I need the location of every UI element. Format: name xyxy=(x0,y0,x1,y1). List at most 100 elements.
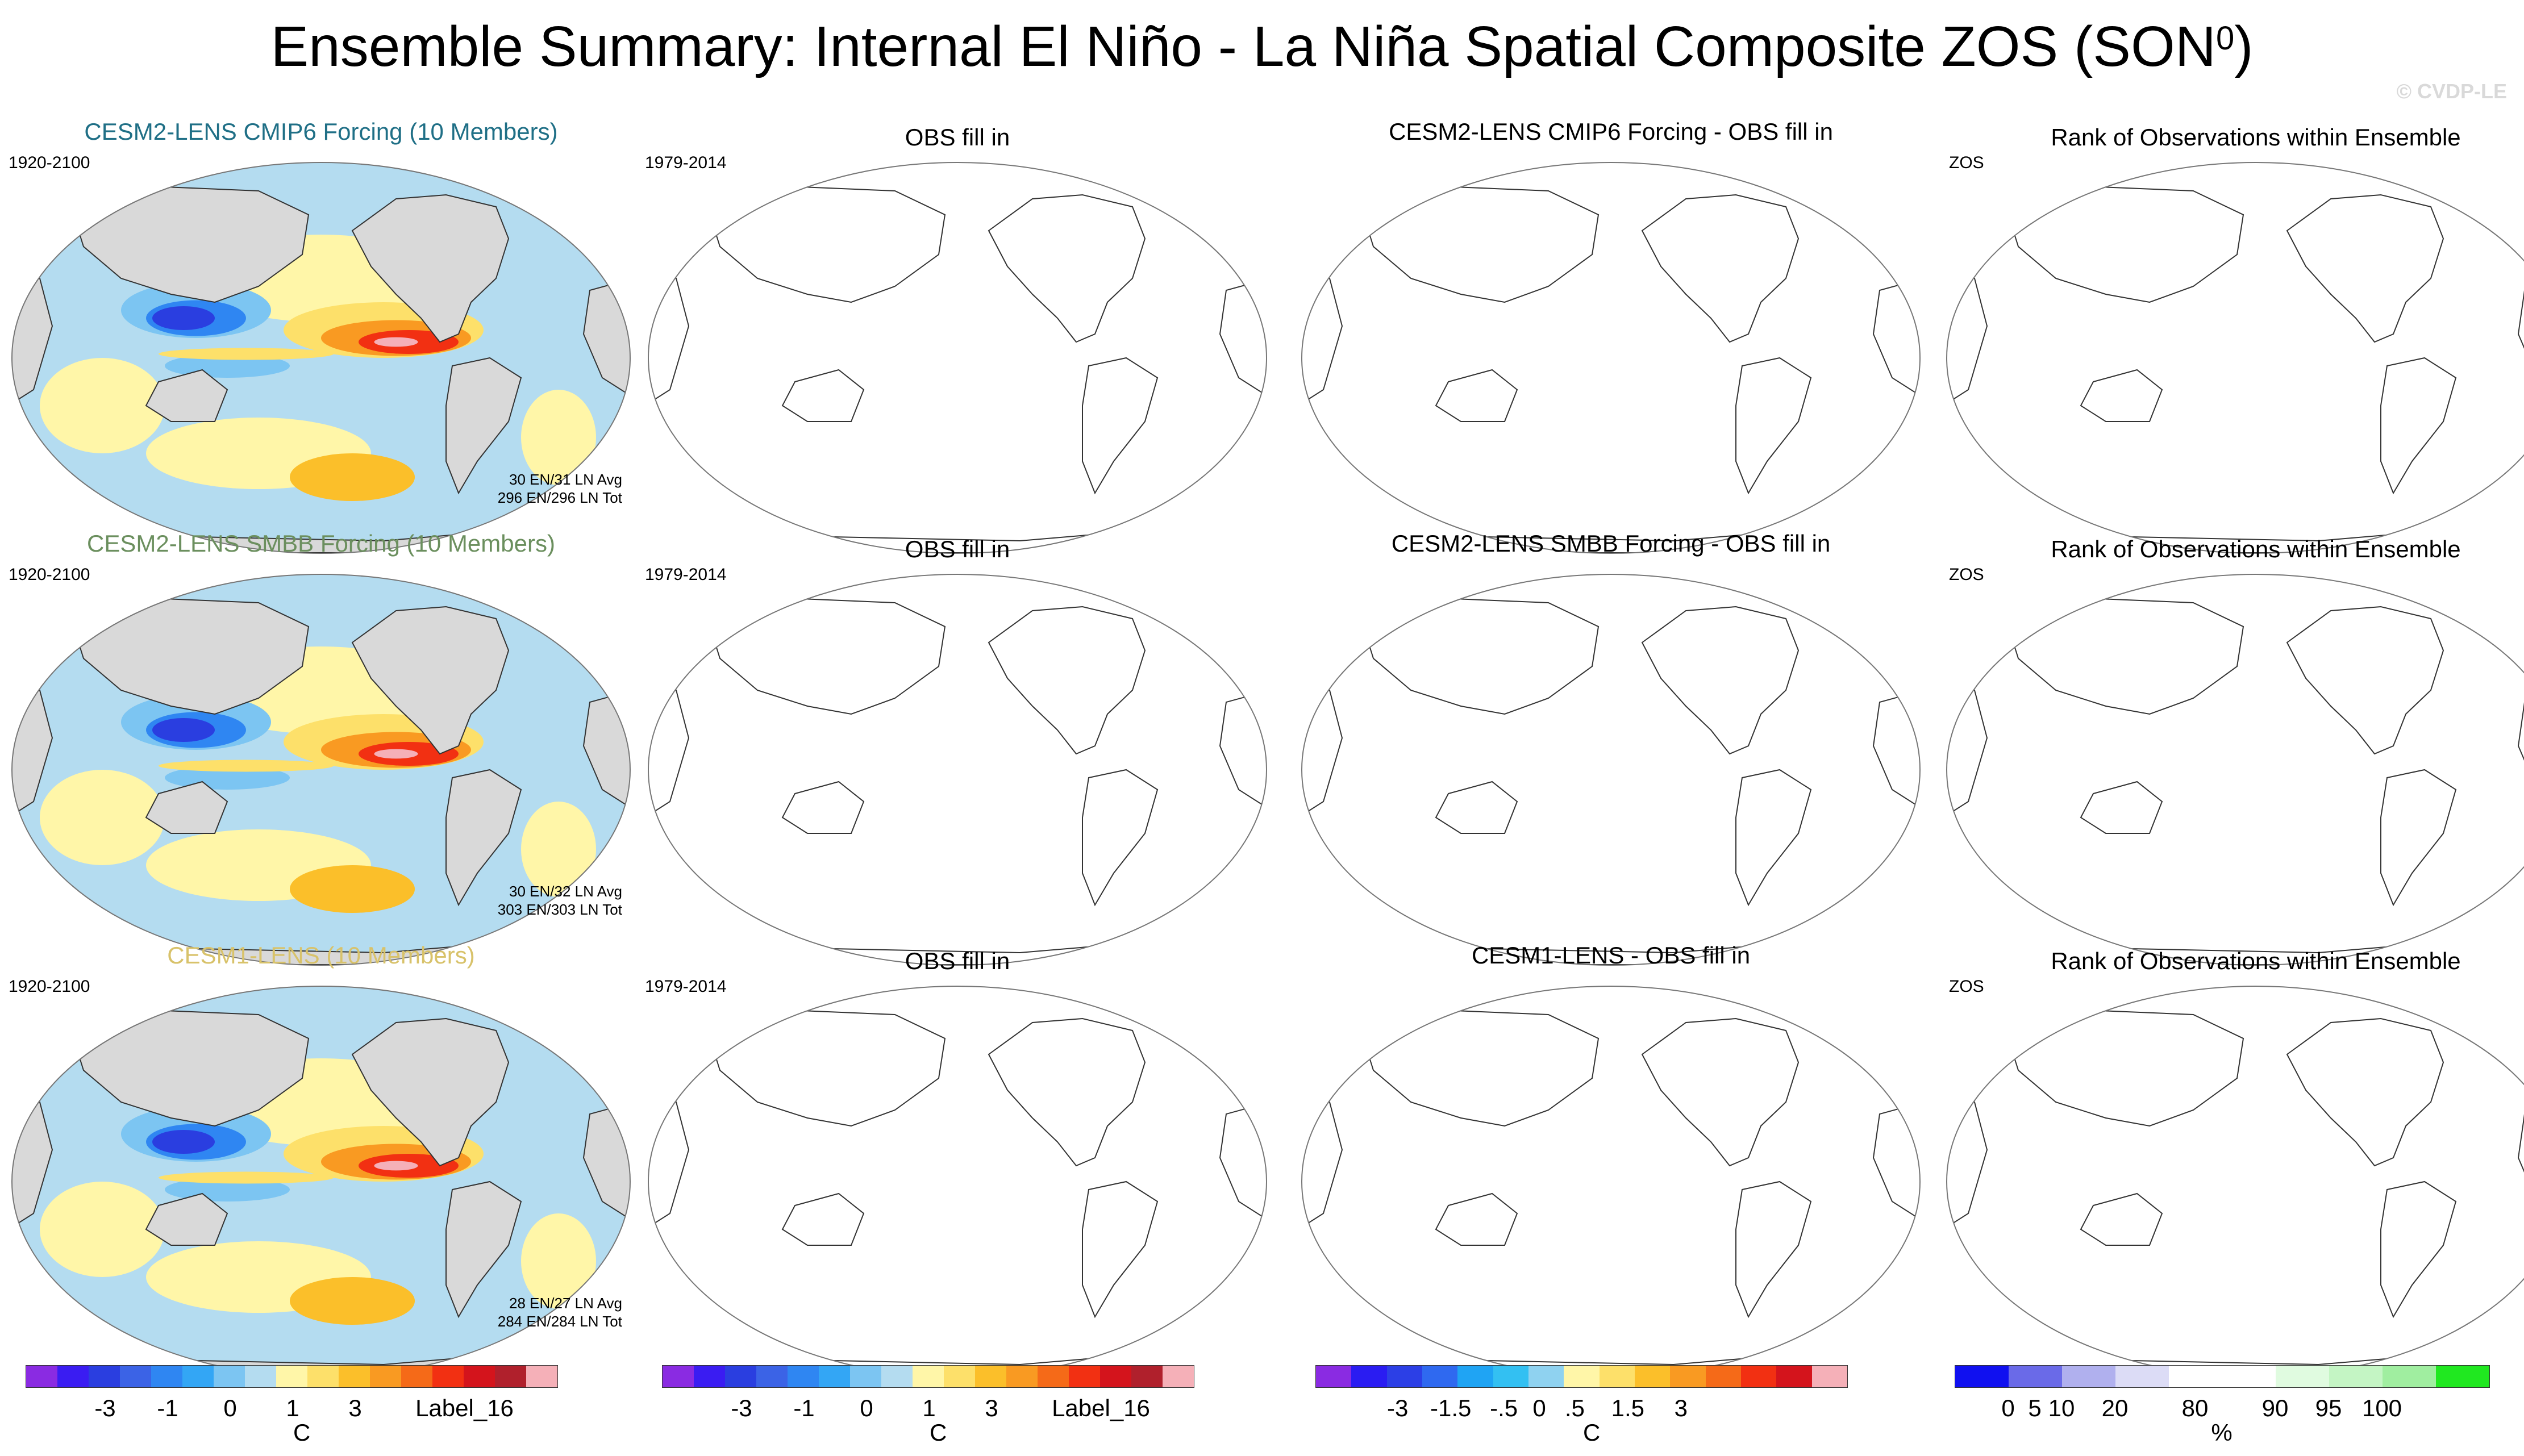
coastline-north-america xyxy=(1641,194,1800,343)
coastline-north-america xyxy=(1641,1017,1800,1167)
coastline-south-america xyxy=(2380,1180,2457,1319)
coastline-africa-west xyxy=(2517,1101,2524,1223)
diff-panel-title: CESM2-LENS CMIP6 Forcing - OBS fill in xyxy=(1389,118,1833,145)
colorbar-tick-label: 90 xyxy=(2261,1395,2289,1421)
colorbar-swatch xyxy=(2009,1366,2062,1387)
colorbar-swatch xyxy=(1163,1366,1194,1387)
map-border xyxy=(11,162,631,554)
colorbar-tick-label: 100 xyxy=(2361,1395,2402,1421)
colorbar-tick-label: 3 xyxy=(1674,1395,1688,1421)
coastline-greenland xyxy=(514,170,560,208)
colorbar-swatch xyxy=(432,1366,464,1387)
diff-panel-title: CESM1-LENS - OBS fill in xyxy=(1471,942,1751,969)
coastline-asia xyxy=(70,1009,310,1127)
colorbar-swatch xyxy=(1740,1366,1777,1387)
anomaly-region xyxy=(40,770,165,865)
colorbar-swatch xyxy=(1006,1366,1038,1387)
colorbar-unit: % xyxy=(2211,1419,2233,1446)
colorbar-tick-label: 95 xyxy=(2315,1395,2342,1421)
colorbar xyxy=(1955,1365,2490,1388)
colorbar xyxy=(662,1365,1194,1388)
coastline-south-america xyxy=(2380,769,2457,907)
empty-map xyxy=(1946,162,2524,554)
coastline-australia xyxy=(1435,1192,1518,1246)
colorbar-swatch xyxy=(1599,1366,1635,1387)
coastline-australia xyxy=(1435,369,1518,422)
model-composite-map xyxy=(11,162,631,554)
colorbar-tick-label: 10 xyxy=(2048,1395,2075,1421)
colorbar-swatch xyxy=(57,1366,89,1387)
colorbar-swatch xyxy=(1457,1366,1493,1387)
coastline-south-america xyxy=(1735,357,1812,495)
stats-avg: 30 EN/31 LN Avg xyxy=(509,471,622,488)
colorbar-swatch xyxy=(401,1366,432,1387)
coastline-africa-west xyxy=(1872,689,1920,811)
colorbar-swatch xyxy=(1955,1366,2009,1387)
colorbar-swatch xyxy=(913,1366,944,1387)
colorbar-swatch xyxy=(2276,1366,2329,1387)
colorbar-tick-label: -1 xyxy=(793,1395,815,1421)
colorbar-tick-label: 0 xyxy=(2001,1395,2015,1421)
diff-panel-title: CESM2-LENS SMBB Forcing - OBS fill in xyxy=(1391,530,1831,557)
colorbar-tick-label: -3 xyxy=(1386,1395,1409,1421)
coastline-south-america xyxy=(1082,1180,1159,1319)
colorbar-swatch xyxy=(2169,1366,2222,1387)
colorbar-tick-label: -.5 xyxy=(1490,1395,1518,1421)
empty-map xyxy=(1301,162,1921,554)
empty-map xyxy=(1946,574,2524,966)
coastline-north-america xyxy=(2286,606,2444,755)
anomaly-region xyxy=(290,1277,415,1325)
coastline-australia xyxy=(2080,369,2163,422)
coastline-north-america xyxy=(2286,194,2444,343)
coastline-asia xyxy=(2005,598,2244,715)
coastline-africa-west xyxy=(1219,277,1267,399)
anomaly-region xyxy=(521,802,596,897)
map-border xyxy=(1301,162,1921,554)
colorbar-swatch xyxy=(788,1366,819,1387)
colorbar-swatch xyxy=(1422,1366,1458,1387)
map-border xyxy=(1301,574,1921,966)
coastline-south-america xyxy=(445,769,522,907)
colorbar-swatch xyxy=(182,1366,214,1387)
colorbar-tick-label: 1.5 xyxy=(1611,1395,1645,1421)
colorbar-tick-label: 80 xyxy=(2181,1395,2209,1421)
colorbar xyxy=(26,1365,558,1388)
coastline-greenland xyxy=(1150,170,1196,208)
colorbar-swatch xyxy=(1670,1366,1706,1387)
coastline-asia xyxy=(70,186,310,303)
empty-map xyxy=(1301,986,1921,1378)
map-border xyxy=(648,162,1267,554)
anomaly-region xyxy=(159,760,334,772)
colorbar-swatch xyxy=(2436,1366,2489,1387)
map-border xyxy=(648,574,1267,966)
colorbar-swatch xyxy=(339,1366,370,1387)
rank-panel-title: Rank of Observations within Ensemble xyxy=(2051,948,2461,974)
colorbar-swatch xyxy=(245,1366,276,1387)
coastline-south-america xyxy=(1082,357,1159,495)
colorbar-swatch xyxy=(2383,1366,2436,1387)
colorbar-unit: C xyxy=(293,1419,311,1446)
anomaly-region xyxy=(159,348,334,360)
coastline-south-america xyxy=(1735,769,1812,907)
coastline-australia xyxy=(1435,781,1518,834)
model-composite-map xyxy=(11,986,631,1378)
colorbar-swatch xyxy=(307,1366,339,1387)
stats-avg: 28 EN/27 LN Avg xyxy=(509,1295,622,1312)
coastline-south-america xyxy=(2380,357,2457,495)
model-panel-title: CESM2-LENS SMBB Forcing (10 Members) xyxy=(87,530,555,557)
anomaly-region xyxy=(290,865,415,913)
colorbar-labels: -3 -1 0 1 3 Label_16 xyxy=(662,1395,1193,1423)
coastline-australia xyxy=(781,1192,865,1246)
coastline-greenland xyxy=(2448,582,2494,620)
map-border xyxy=(1301,986,1921,1378)
colorbar-tick-label: 5 xyxy=(2028,1395,2042,1421)
stats-avg: 30 EN/32 LN Avg xyxy=(509,883,622,900)
coastline-south-america xyxy=(445,1180,522,1319)
coastline-asia xyxy=(2005,1009,2244,1127)
colorbar-swatch xyxy=(526,1366,557,1387)
map-border xyxy=(1946,574,2524,966)
colorbar-tick-label: 0 xyxy=(223,1395,237,1421)
colorbar-swatch xyxy=(694,1366,725,1387)
colorbar-tick-label: 1 xyxy=(922,1395,936,1421)
anomaly-region xyxy=(521,390,596,485)
